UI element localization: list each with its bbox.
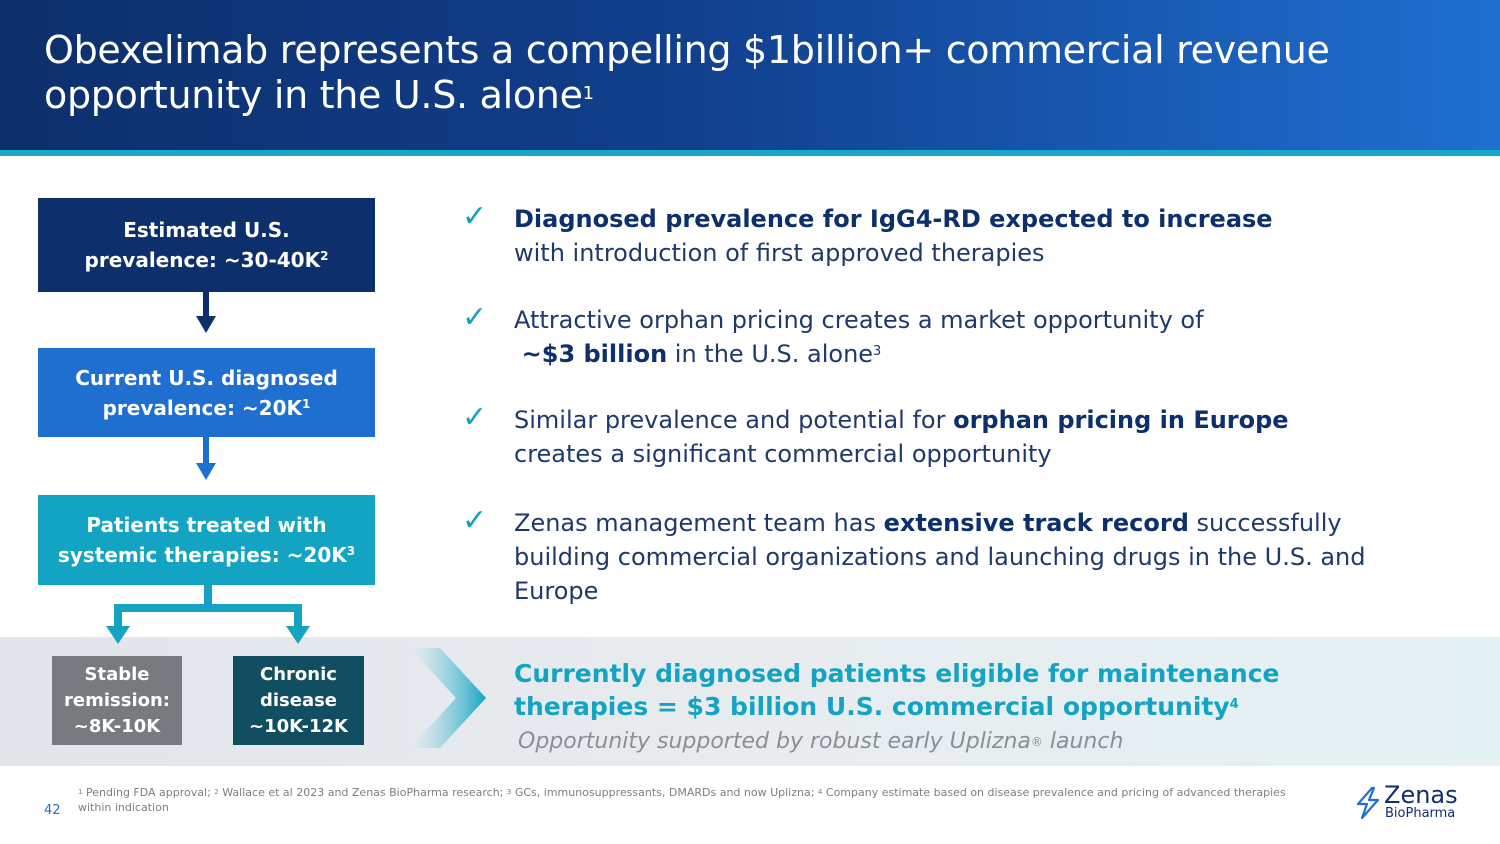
stable-line1: Stable: [84, 663, 150, 685]
footnote-text-3: GCs, immunosuppressants, DMARDs and now …: [511, 786, 818, 799]
bullet3-bold: orphan pricing in Europe: [953, 406, 1289, 434]
bullet4-pre: Zenas management team has: [514, 509, 884, 537]
zenas-logo: Zenas BioPharma: [1354, 782, 1474, 826]
chevron-right-icon: [410, 648, 486, 748]
bullet4-post: successfully building commercial organiz…: [514, 509, 1366, 605]
footnote-ref-1: 1: [78, 788, 83, 796]
stable-line2: remission:: [64, 689, 170, 711]
title-footnote-ref: 1: [582, 83, 594, 104]
box1-sup: 2: [320, 249, 329, 263]
bullet-diagnosed-prevalence: ✓ Diagnosed prevalence for IgG4-RD expec…: [462, 199, 1442, 270]
callout-sub-post: launch: [1042, 729, 1124, 754]
bullet2-pre: Attractive orphan pricing creates a mark…: [514, 306, 1204, 334]
check-icon: ✓: [462, 400, 488, 435]
page-number: 42: [44, 803, 61, 818]
bullet2-post: in the U.S. alone: [667, 340, 874, 368]
callout-sub-pre: Opportunity supported by robust early Up…: [518, 729, 1031, 754]
chronic-line1: Chronic: [260, 663, 337, 685]
callout-headline-sup: 4: [1229, 697, 1239, 712]
box1-line1: Estimated U.S.: [123, 218, 290, 242]
chronic-disease-box: Chronic disease ~10K-12K: [233, 656, 364, 745]
footnote-text-2: Wallace et al 2023 and Zenas BioPharma r…: [218, 786, 507, 799]
bullet-europe-pricing: ✓ Similar prevalence and potential for o…: [462, 400, 1442, 471]
callout-headline-line2: therapies = $3 billion U.S. commercial o…: [514, 692, 1230, 721]
bullet3-post: creates a significant commercial opportu…: [514, 440, 1052, 468]
box3-line2: systemic therapies: ~20K: [57, 543, 347, 567]
box3-line1: Patients treated with: [86, 513, 327, 537]
box2-line2: prevalence: ~20K: [102, 395, 303, 420]
check-icon: ✓: [462, 199, 488, 234]
bullet2-bold: ~$3 billion: [521, 340, 668, 368]
footnote-ref-2: 2: [214, 788, 219, 796]
estimated-prevalence-box: Estimated U.S. prevalence: ~30-40K2: [38, 198, 375, 292]
box2-line1: Current U.S. diagnosed: [75, 365, 338, 390]
bullet-orphan-pricing: ✓ Attractive orphan pricing creates a ma…: [462, 300, 1442, 371]
chronic-line3: ~10K-12K: [249, 715, 348, 737]
bullet1-rest: with introduction of first approved ther…: [514, 239, 1045, 267]
box1-line2: prevalence: ~30-40K: [84, 248, 321, 272]
chronic-line2: disease: [259, 689, 338, 711]
slide-title-text: Obexelimab represents a compelling $1bil…: [44, 28, 1330, 117]
bolt-logo-icon: [1356, 786, 1380, 820]
bullet-management-team: ✓ Zenas management team has extensive tr…: [462, 503, 1442, 608]
bullet1-bold: Diagnosed prevalence for IgG4-RD expecte…: [514, 205, 1273, 233]
footnote-ref-3: 3: [506, 788, 512, 796]
bullet2-sup: 3: [873, 344, 882, 359]
footnote-text-1: Pending FDA approval;: [82, 786, 215, 799]
check-icon: ✓: [462, 503, 488, 538]
stable-remission-box: Stable remission: ~8K-10K: [52, 656, 182, 745]
callout-headline: Currently diagnosed patients eligible fo…: [514, 657, 1454, 723]
bullet4-bold: extensive track record: [883, 509, 1189, 537]
bullet3-pre: Similar prevalence and potential for: [514, 406, 954, 434]
callout-subtext: Opportunity supported by robust early Up…: [514, 725, 1454, 759]
callout-sub-reg: ®: [1030, 735, 1043, 749]
footnote: 1 Pending FDA approval; 2 Wallace et al …: [78, 785, 1318, 815]
footnote-ref-4: 4: [817, 788, 823, 796]
check-icon: ✓: [462, 300, 488, 335]
callout-headline-line1: Currently diagnosed patients eligible fo…: [514, 659, 1280, 688]
arrow-down-icon: [196, 437, 216, 480]
diagnosed-prevalence-box: Current U.S. diagnosed prevalence: ~20K1: [38, 348, 375, 437]
callout-text: Currently diagnosed patients eligible fo…: [514, 657, 1454, 759]
treated-patients-box: Patients treated with systemic therapies:…: [38, 495, 375, 585]
slide-title: Obexelimab represents a compelling $1bil…: [44, 28, 1464, 118]
box2-sup: 1: [302, 396, 311, 411]
box3-sup: 3: [346, 544, 356, 558]
logo-sub: BioPharma: [1385, 806, 1456, 821]
arrow-down-icon: [196, 292, 216, 333]
header-rule: [0, 150, 1500, 156]
split-arrow-icon: [106, 584, 310, 644]
logo-name: Zenas: [1384, 781, 1458, 809]
header-banner: [0, 0, 1500, 150]
stable-line3: ~8K-10K: [73, 715, 161, 737]
footnote-text-4: Company estimate based on disease preval…: [78, 786, 1286, 814]
